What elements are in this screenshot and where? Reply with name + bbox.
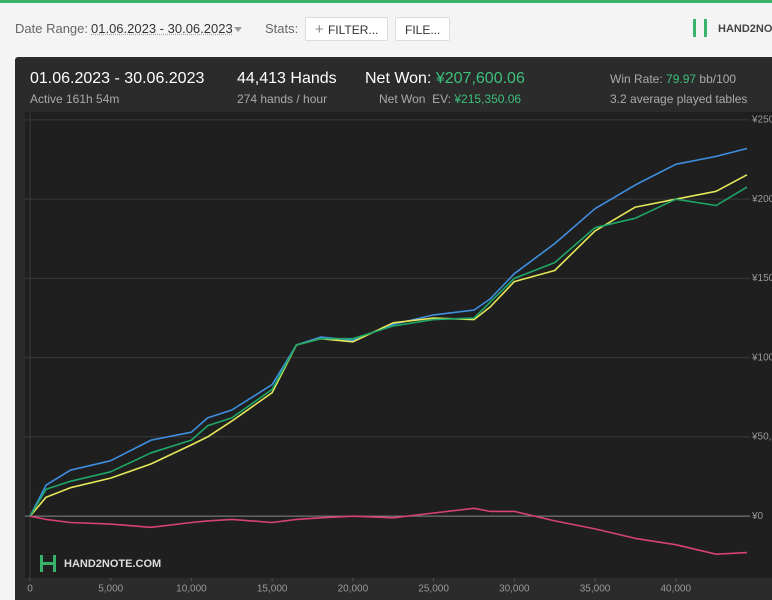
win-rate-label: Win Rate: bbox=[610, 72, 663, 86]
x-tick-label: 25,000 bbox=[418, 584, 449, 595]
hands-per-hour: 274 hands / hour bbox=[237, 92, 328, 106]
series-line bbox=[29, 186, 748, 517]
watermark: HAND2NOTE.COM bbox=[64, 558, 161, 570]
net-won-ev: Net Won EV: ¥215,350.06 bbox=[379, 92, 521, 106]
net-won-ev-value: ¥215,350.06 bbox=[454, 92, 522, 106]
logo-icon bbox=[693, 19, 707, 37]
plus-icon: + bbox=[315, 21, 328, 38]
y-tick-label: ¥100,000 bbox=[751, 352, 772, 363]
active-time: Active 161h 54m bbox=[30, 92, 120, 106]
y-tick-label: ¥150,000 bbox=[751, 273, 772, 284]
filter-text: FILTER... bbox=[327, 23, 379, 37]
file-button[interactable]: FILE... bbox=[395, 17, 450, 41]
filter-button[interactable]: + FILTER... bbox=[305, 17, 388, 41]
net-won-label: Net Won: bbox=[365, 70, 432, 87]
y-tick-label: ¥50,000 bbox=[751, 432, 772, 443]
date-range[interactable]: 01.06.2023 - 30.06.2023 bbox=[91, 21, 233, 36]
x-tick-label: 35,000 bbox=[580, 584, 611, 595]
x-tick-label: 40,000 bbox=[660, 584, 691, 595]
date-range-label: Date Range: bbox=[15, 21, 88, 36]
series-line bbox=[29, 147, 748, 517]
hands: 44,413 Hands bbox=[237, 70, 337, 87]
top-accent bbox=[0, 0, 772, 3]
x-tick-label: 30,000 bbox=[499, 584, 530, 595]
y-tick-label: ¥250,000 bbox=[751, 115, 772, 126]
win-rate: Win Rate: 79.97 bb/100 bbox=[610, 72, 736, 86]
x-tick-label: 0 bbox=[27, 584, 33, 595]
win-rate-unit: bb/100 bbox=[699, 72, 737, 86]
net-won: Net Won: ¥207,600.06 bbox=[365, 70, 525, 88]
win-rate-value: 79.97 bbox=[666, 72, 697, 86]
x-tick-label: 15,000 bbox=[257, 584, 288, 595]
tables: 3.2 average played tables bbox=[610, 92, 748, 106]
y-tick-label: ¥200,000 bbox=[751, 194, 772, 205]
series-line bbox=[29, 174, 748, 517]
x-tick-label: 5,000 bbox=[98, 584, 123, 595]
net-won-ev-label: Net Won EV: bbox=[379, 92, 452, 106]
logo: HAND2NOTE bbox=[718, 23, 772, 35]
net-won-value: ¥207,600.06 bbox=[435, 70, 525, 87]
stats-label: Stats: bbox=[265, 21, 299, 36]
dropdown-caret bbox=[234, 27, 242, 32]
series-line bbox=[29, 507, 748, 555]
x-tick-label: 20,000 bbox=[338, 584, 369, 595]
x-tick-label: 10,000 bbox=[176, 584, 207, 595]
y-tick-label: ¥0 bbox=[751, 511, 764, 522]
watermark-icon-bar bbox=[40, 562, 56, 565]
period: 01.06.2023 - 30.06.2023 bbox=[30, 70, 205, 87]
plot-area bbox=[25, 112, 772, 578]
